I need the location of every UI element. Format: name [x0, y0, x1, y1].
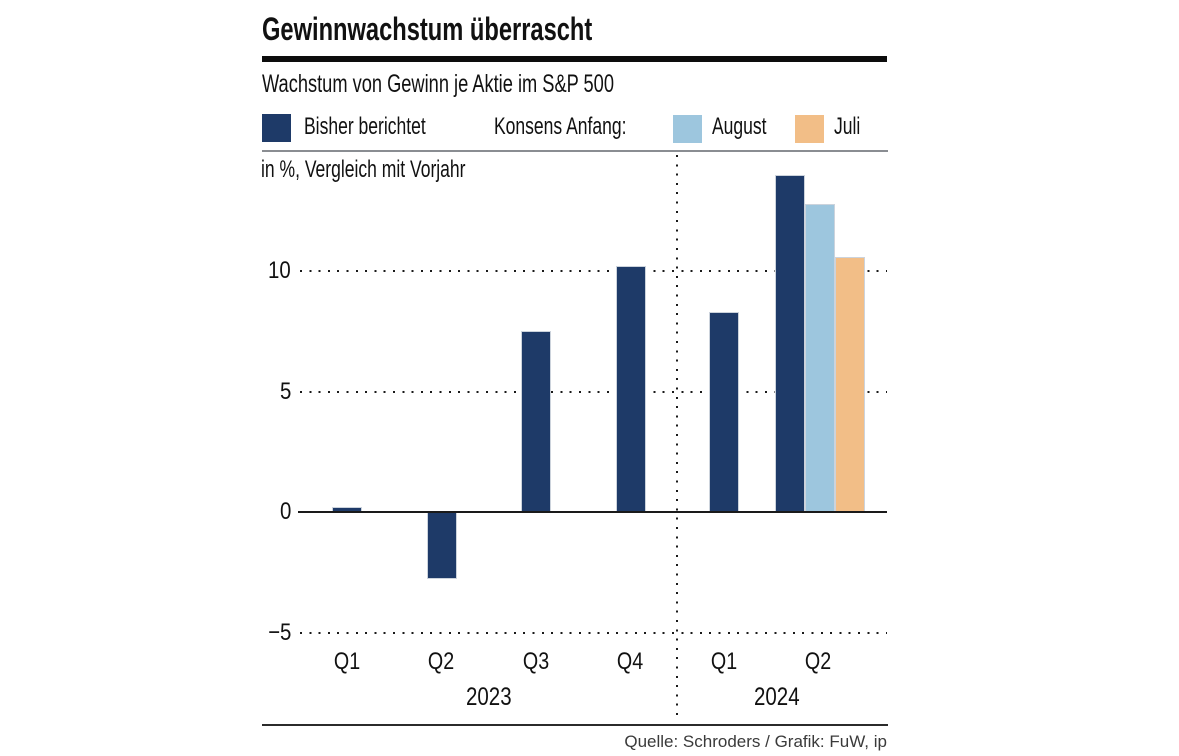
legend-swatch-reported — [262, 114, 291, 142]
chart-title-text: Gewinnwachstum überrascht — [262, 11, 593, 47]
source-credit: Quelle: Schroders / Grafik: FuW, ip — [624, 732, 887, 751]
zero-axis-line — [298, 511, 887, 513]
legend-label-reported: Bisher berichtet — [304, 113, 426, 140]
legend-label-juli: Juli — [834, 113, 861, 140]
bar-consensus_juli-2024-q2 — [834, 256, 865, 512]
x-tick-label-2024-q2: Q2 — [805, 648, 832, 675]
legend-swatch-juli — [795, 115, 824, 143]
x-tick-label-2023-q4: Q4 — [617, 648, 644, 675]
year-separator-dotted-line — [676, 155, 678, 719]
gridline-10 — [300, 270, 887, 272]
legend-label-august: August — [712, 113, 767, 140]
year-label-2023: 2023 — [466, 683, 512, 711]
bar-reported-2023-q3 — [521, 331, 551, 512]
year-label-2024: 2024 — [754, 683, 800, 711]
bar-reported-2023-q2 — [426, 512, 457, 580]
unit-note: in %, Vergleich mit Vorjahr — [261, 156, 466, 183]
chart-subtitle-text: Wachstum von Gewinn je Aktie im S&P 500 — [262, 70, 614, 98]
bar-reported-2023-q4 — [615, 266, 646, 512]
bar-reported-2024-q2 — [774, 174, 805, 512]
chart-title: Gewinnwachstum überrascht — [262, 11, 708, 48]
bar-consensus_august-2024-q2 — [804, 203, 835, 512]
legend-swatch-august — [673, 115, 702, 143]
gridline--5 — [300, 631, 887, 634]
y-tick-label-0: 0 — [279, 498, 291, 525]
gridline-5 — [300, 390, 887, 393]
legend-label-consensus-prefix: Konsens Anfang: — [494, 113, 627, 140]
y-tick-label-10: 10 — [268, 257, 291, 284]
x-tick-label-2023-q1: Q1 — [333, 648, 361, 675]
legend-divider-rule — [262, 150, 888, 152]
title-divider-rule — [262, 56, 887, 62]
x-tick-label-2023-q2: Q2 — [428, 648, 455, 675]
plot-area: 10 5 0 −5 Q1 Q2 Q3 Q4 2023 Q1 Q2 2024 — [263, 152, 887, 725]
bar-reported-2024-q1 — [709, 311, 739, 512]
x-tick-label-2023-q3: Q3 — [522, 648, 550, 675]
bottom-rule — [262, 724, 888, 726]
x-tick-label-2024-q1: Q1 — [710, 648, 738, 675]
y-tick-label--5: −5 — [267, 618, 291, 646]
y-tick-label-5: 5 — [279, 377, 291, 405]
chart-subtitle: Wachstum von Gewinn je Aktie im S&P 500 — [262, 70, 744, 99]
